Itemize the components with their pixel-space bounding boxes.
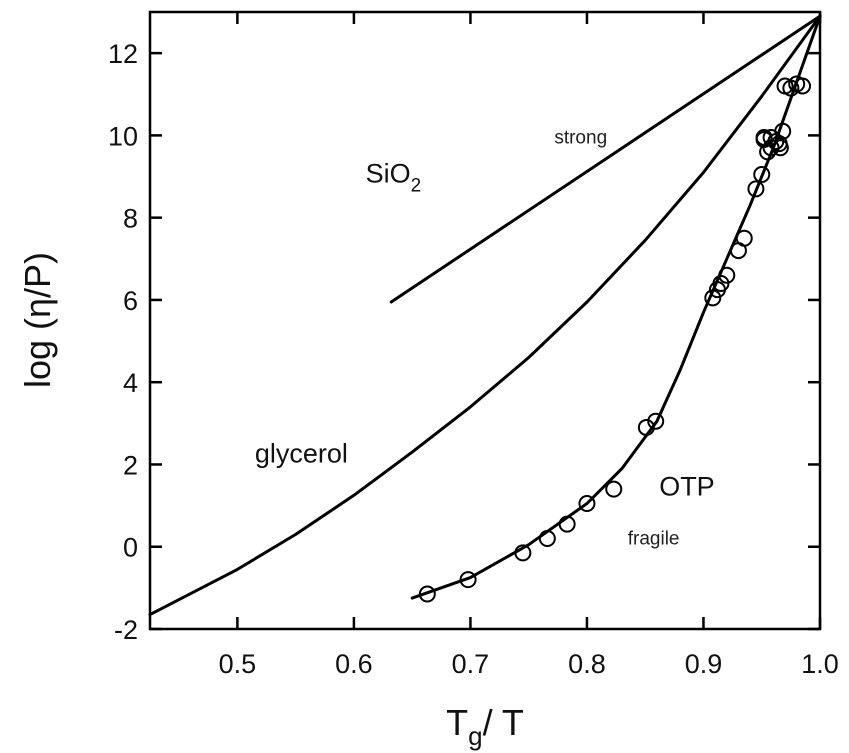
glycerol-label: glycerol — [255, 438, 348, 468]
x-tick-label: 0.8 — [568, 649, 606, 679]
otp-data-point — [578, 495, 596, 513]
y-tick-label: 8 — [123, 204, 138, 234]
plot-frame — [148, 10, 822, 631]
y-tick-label: 0 — [123, 533, 138, 563]
otp-data-point — [418, 585, 436, 603]
y-tick-label: -2 — [114, 615, 138, 645]
glycerol-line — [148, 14, 822, 617]
otp-data-point — [558, 515, 576, 533]
x-tick-label: 1.0 — [801, 649, 839, 679]
otp-data-points — [418, 75, 812, 603]
otp-label: OTP — [659, 471, 715, 501]
otp-data-point — [514, 544, 532, 562]
series-layer — [148, 14, 822, 617]
otp-data-point — [605, 480, 623, 498]
glycerol-label-text: glycerol — [255, 438, 348, 468]
fragile-label-text: fragile — [628, 529, 680, 550]
y-axis-ticks: -2 0 2 4 6 8 10 12 — [108, 39, 820, 645]
otp-label-text: OTP — [659, 471, 715, 501]
x-axis-ticks: 0.5 0.6 0.7 0.8 0.9 1.0 — [219, 12, 839, 679]
otp-data-point — [755, 128, 773, 146]
x-axis-title-sub: g — [468, 721, 482, 751]
y-tick-label: 2 — [123, 450, 138, 480]
otp-data-point — [704, 289, 722, 307]
otp-data-point — [735, 229, 753, 247]
otp-data-point — [647, 412, 665, 430]
x-tick-label: 0.9 — [685, 649, 723, 679]
x-tick-label: 0.7 — [452, 649, 490, 679]
otp-fit-line — [410, 14, 822, 600]
x-tick-label: 0.5 — [219, 649, 257, 679]
otp-data-point — [538, 530, 556, 548]
strong-label-text: strong — [554, 128, 607, 149]
x-axis-title: Tg/ T — [446, 702, 524, 751]
otp-data-point — [770, 135, 788, 153]
y-tick-label: 10 — [108, 121, 138, 151]
sio2-label-text: SiO — [366, 159, 411, 189]
otp-data-point — [747, 180, 765, 198]
sio2-label: SiO2 — [366, 159, 422, 197]
otp-data-point — [718, 266, 736, 284]
otp-data-point — [459, 571, 477, 589]
strong-label: strong — [554, 128, 607, 149]
x-axis-title-main: T — [446, 702, 468, 743]
otp-data-point — [753, 165, 771, 183]
fragile-label: fragile — [628, 529, 680, 550]
x-tick-label: 0.6 — [335, 649, 373, 679]
annotations: SiO2 strong glycerol OTP fragile — [255, 128, 715, 550]
y-tick-label: 4 — [123, 368, 138, 398]
otp-data-point — [637, 418, 655, 436]
y-axis-title: log (η/P) — [17, 252, 58, 388]
otp-data-point — [794, 77, 812, 95]
y-tick-label: 12 — [108, 39, 138, 69]
x-axis-title-rest: / T — [483, 702, 524, 743]
sio2-label-subscript: 2 — [411, 176, 422, 197]
sio2-line — [389, 14, 822, 304]
y-tick-label: 6 — [123, 286, 138, 316]
